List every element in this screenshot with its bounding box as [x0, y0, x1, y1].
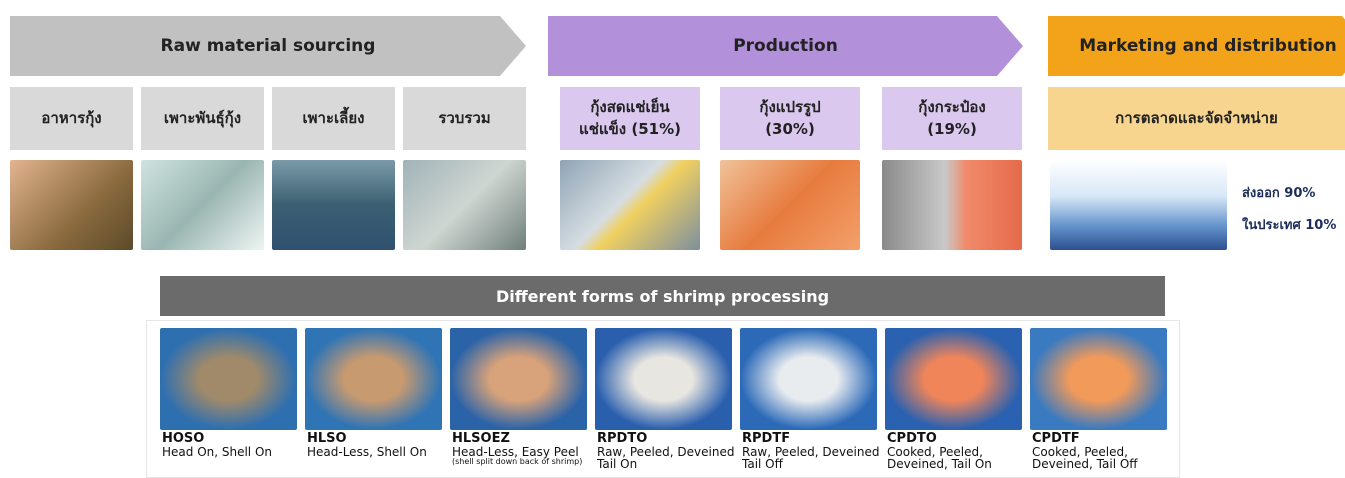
form-description: Cooked, Peeled,: [887, 444, 983, 459]
form-description: Head-Less, Easy Peel: [452, 444, 579, 459]
shrimp-photo: [885, 328, 1022, 430]
shrimp-photo: [1030, 328, 1167, 430]
photo: [272, 160, 395, 250]
form-text: HLSO Head-Less, Shell On: [307, 432, 467, 458]
step-box: เพาะพันธุ์กุ้ง: [141, 87, 264, 150]
distribution-share: ในประเทศ 10%: [1242, 218, 1337, 233]
form-description: Deveined, Tail Off: [1032, 457, 1138, 472]
photo: [720, 160, 860, 250]
step-label: เพาะพันธุ์กุ้ง: [163, 108, 242, 127]
step-label: (19%): [927, 119, 977, 138]
photo: [141, 160, 264, 250]
step-box: เพาะเลี้ยง: [272, 87, 395, 150]
step-label: อาหารกุ้ง: [41, 108, 102, 127]
step-label: กุ้งสดแช่เย็น: [590, 97, 670, 116]
step-label: แช่แข็ง (51%): [579, 119, 681, 138]
shrimp-photo: [160, 328, 297, 430]
form-description: Tail Off: [742, 457, 783, 472]
step-box: การตลาดและจัดจำหน่าย: [1048, 87, 1345, 150]
form-note: (shell split down back of shrimp): [452, 457, 583, 467]
shrimp-photo: [450, 328, 587, 430]
form-code: HLSO: [307, 431, 347, 446]
form-code: CPDTF: [1032, 431, 1080, 446]
step-box: อาหารกุ้ง: [10, 87, 133, 150]
distribution-share: ส่งออก 90%: [1242, 186, 1316, 201]
form-code: RPDTF: [742, 431, 791, 446]
form-description: Tail On: [597, 457, 638, 472]
form-description: Deveined, Tail On: [887, 457, 992, 472]
form-text: RPDTF Raw, Peeled, Deveined Tail Off: [742, 432, 902, 471]
photo: [560, 160, 700, 250]
form-description: Raw, Peeled, Deveined: [597, 444, 735, 459]
photo: [10, 160, 133, 250]
step-box: กุ้งแปรรูป (30%): [720, 87, 860, 150]
shrimp-photo: [740, 328, 877, 430]
form-code: HLSOEZ: [452, 431, 510, 446]
stage-arrow: Production: [548, 16, 1023, 76]
form-text: RPDTO Raw, Peeled, Deveined Tail On: [597, 432, 757, 471]
form-text: HOSO Head On, Shell On: [162, 432, 322, 458]
step-box: กุ้งกระป๋อง (19%): [882, 87, 1022, 150]
form-description: Cooked, Peeled,: [1032, 444, 1128, 459]
form-description: Raw, Peeled, Deveined: [742, 444, 880, 459]
step-box: รวบรวม: [403, 87, 526, 150]
photo: [882, 160, 1022, 250]
section-banner: Different forms of shrimp processing: [160, 276, 1165, 316]
form-text: CPDTF Cooked, Peeled, Deveined, Tail Off: [1032, 432, 1192, 471]
form-text: CPDTO Cooked, Peeled, Deveined, Tail On: [887, 432, 1047, 471]
step-label: รวบรวม: [438, 108, 491, 127]
stage-arrow: Marketing and distribution: [1048, 16, 1345, 76]
shrimp-photo: [305, 328, 442, 430]
form-description: Head On, Shell On: [162, 444, 273, 459]
step-box: กุ้งสดแช่เย็นแช่แข็ง (51%): [560, 87, 700, 150]
stage-arrow: Raw material sourcing: [10, 16, 526, 76]
form-code: CPDTO: [887, 431, 937, 446]
form-code: HOSO: [162, 431, 205, 446]
form-description: Head-Less, Shell On: [307, 444, 427, 459]
photo: [1050, 160, 1227, 250]
photo: [403, 160, 526, 250]
form-text: HLSOEZ Head-Less, Easy Peel (shell split d…: [452, 432, 612, 467]
step-label: กุ้งกระป๋อง: [918, 97, 986, 116]
shrimp-photo: [595, 328, 732, 430]
form-code: RPDTO: [597, 431, 648, 446]
step-label: เพาะเลี้ยง: [302, 108, 365, 127]
step-label: การตลาดและจัดจำหน่าย: [1115, 108, 1278, 127]
step-label: (30%): [765, 119, 815, 138]
step-label: กุ้งแปรรูป: [759, 97, 821, 116]
